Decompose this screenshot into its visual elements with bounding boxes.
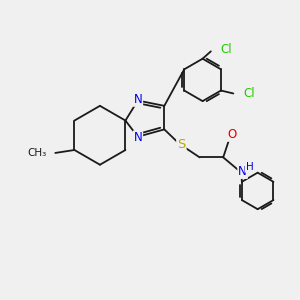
Text: O: O bbox=[227, 128, 237, 141]
Text: N: N bbox=[134, 93, 142, 106]
Text: H: H bbox=[246, 162, 254, 172]
Text: Cl: Cl bbox=[244, 87, 255, 100]
Text: N: N bbox=[238, 165, 247, 178]
Text: CH₃: CH₃ bbox=[28, 148, 47, 158]
Text: S: S bbox=[177, 138, 186, 151]
Text: N: N bbox=[134, 131, 142, 144]
Text: Cl: Cl bbox=[220, 44, 232, 56]
